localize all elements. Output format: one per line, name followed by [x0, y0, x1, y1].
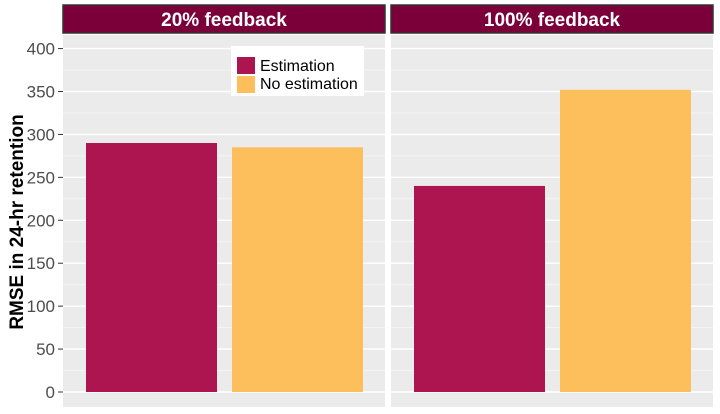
y-axis-ticks: 0 50 100 150 200 250 300 350 400: [27, 40, 63, 402]
legend-label-no-estimation: No estimation: [260, 76, 358, 93]
legend-key-estimation: [237, 57, 255, 74]
panel-bars-2: [414, 89, 691, 392]
legend-label-estimation: Estimation: [260, 58, 335, 75]
y-tick-label-50: 50: [36, 340, 55, 359]
panel-strip-2: [390, 4, 714, 34]
y-tick-label-300: 300: [27, 125, 55, 144]
y-tick-label-250: 250: [27, 168, 55, 187]
bar-1-estimation: [86, 143, 217, 392]
bar-2-no-estimation: [560, 89, 691, 392]
legend-key-no-estimation: [237, 76, 255, 93]
y-tick-label-350: 350: [27, 83, 55, 102]
y-tick-label-150: 150: [27, 254, 55, 273]
panel-title-1: 20% feedback: [161, 10, 287, 31]
panel-100pct: 100% feedback: [390, 4, 714, 407]
panel-bars-1: [86, 143, 363, 392]
panel-title-2: 100% feedback: [484, 10, 621, 31]
panel-20pct: 20% feedback: [62, 4, 386, 407]
y-tick-label-100: 100: [27, 297, 55, 316]
bar-1-no-estimation: [232, 147, 363, 392]
legend: Estimation No estimation: [231, 46, 364, 96]
bar-2-estimation: [414, 185, 545, 392]
y-tick-label-200: 200: [27, 211, 55, 230]
panel-strip-1: [62, 4, 386, 34]
y-tick-label-400: 400: [27, 40, 55, 59]
y-axis-label: RMSE in 24-hr retention: [7, 114, 28, 329]
y-tick-label-0: 0: [46, 383, 55, 402]
